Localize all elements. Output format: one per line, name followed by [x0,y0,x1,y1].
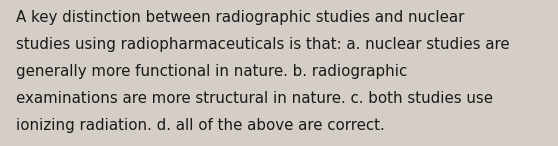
Text: generally more functional in nature. b. radiographic: generally more functional in nature. b. … [16,64,407,79]
Text: examinations are more structural in nature. c. both studies use: examinations are more structural in natu… [16,91,493,106]
Text: ionizing radiation. d. all of the above are correct.: ionizing radiation. d. all of the above … [16,118,384,133]
Text: A key distinction between radiographic studies and nuclear: A key distinction between radiographic s… [16,10,464,25]
Text: studies using radiopharmaceuticals is that: a. nuclear studies are: studies using radiopharmaceuticals is th… [16,37,509,52]
